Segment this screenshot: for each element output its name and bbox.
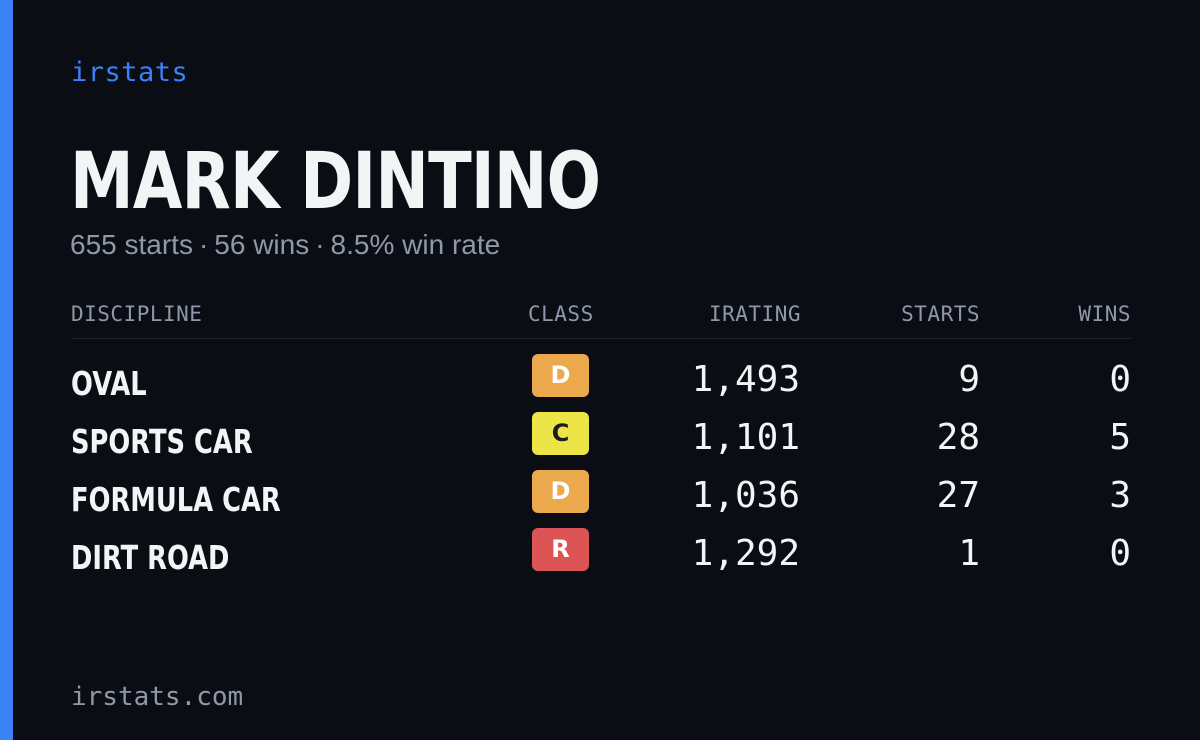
starts-value: 27 — [936, 475, 980, 516]
irating-value: 1,036 — [691, 475, 800, 516]
table-row: OVAL D 1,493 9 0 — [71, 354, 1131, 412]
discipline-name: SPORTS CAR — [71, 422, 253, 461]
footer-domain: irstats.com — [71, 682, 244, 712]
column-header-class: CLASS — [528, 302, 594, 326]
starts-value: 1 — [958, 533, 980, 574]
irating-value: 1,493 — [691, 359, 800, 400]
wins-summary: 56 wins — [214, 229, 310, 260]
wins-value: 0 — [1109, 359, 1131, 400]
discipline-table: OVAL D 1,493 9 0 SPORTS CAR C 1,101 28 5… — [71, 354, 1131, 586]
starts-value: 9 — [958, 359, 980, 400]
starts-value: 28 — [936, 417, 980, 458]
license-class-badge: D — [532, 354, 589, 397]
column-header-wins: WINS — [1078, 302, 1131, 326]
discipline-name: OVAL — [71, 364, 147, 403]
column-header-discipline: DISCIPLINE — [71, 302, 203, 326]
summary-separator: · — [198, 229, 209, 260]
brand-logo: irstats — [71, 57, 189, 88]
irating-value: 1,101 — [691, 417, 800, 458]
license-class-badge: R — [532, 528, 589, 571]
wins-value: 3 — [1109, 475, 1131, 516]
column-header-starts: STARTS — [901, 302, 980, 326]
discipline-name: FORMULA CAR — [71, 480, 281, 519]
starts-summary: 655 starts — [70, 229, 193, 260]
summary-separator: · — [315, 229, 325, 260]
discipline-name: DIRT ROAD — [71, 538, 230, 577]
irating-value: 1,292 — [691, 533, 800, 574]
wins-value: 0 — [1109, 533, 1131, 574]
table-row: SPORTS CAR C 1,101 28 5 — [71, 412, 1131, 470]
wins-value: 5 — [1109, 417, 1131, 458]
page-title: MARK DINTINO — [70, 137, 601, 227]
table-row: FORMULA CAR D 1,036 27 3 — [71, 470, 1131, 528]
license-class-badge: D — [532, 470, 589, 513]
column-header-irating: IRATING — [708, 302, 801, 326]
table-row: DIRT ROAD R 1,292 1 0 — [71, 528, 1131, 586]
driver-summary: 655 starts · 56 wins · 8.5% win rate — [70, 227, 500, 263]
table-header: DISCIPLINE CLASS IRATING STARTS WINS — [71, 298, 1131, 339]
win-rate-summary: 8.5% win rate — [330, 229, 501, 260]
license-class-badge: C — [532, 412, 589, 455]
accent-bar — [0, 0, 13, 740]
